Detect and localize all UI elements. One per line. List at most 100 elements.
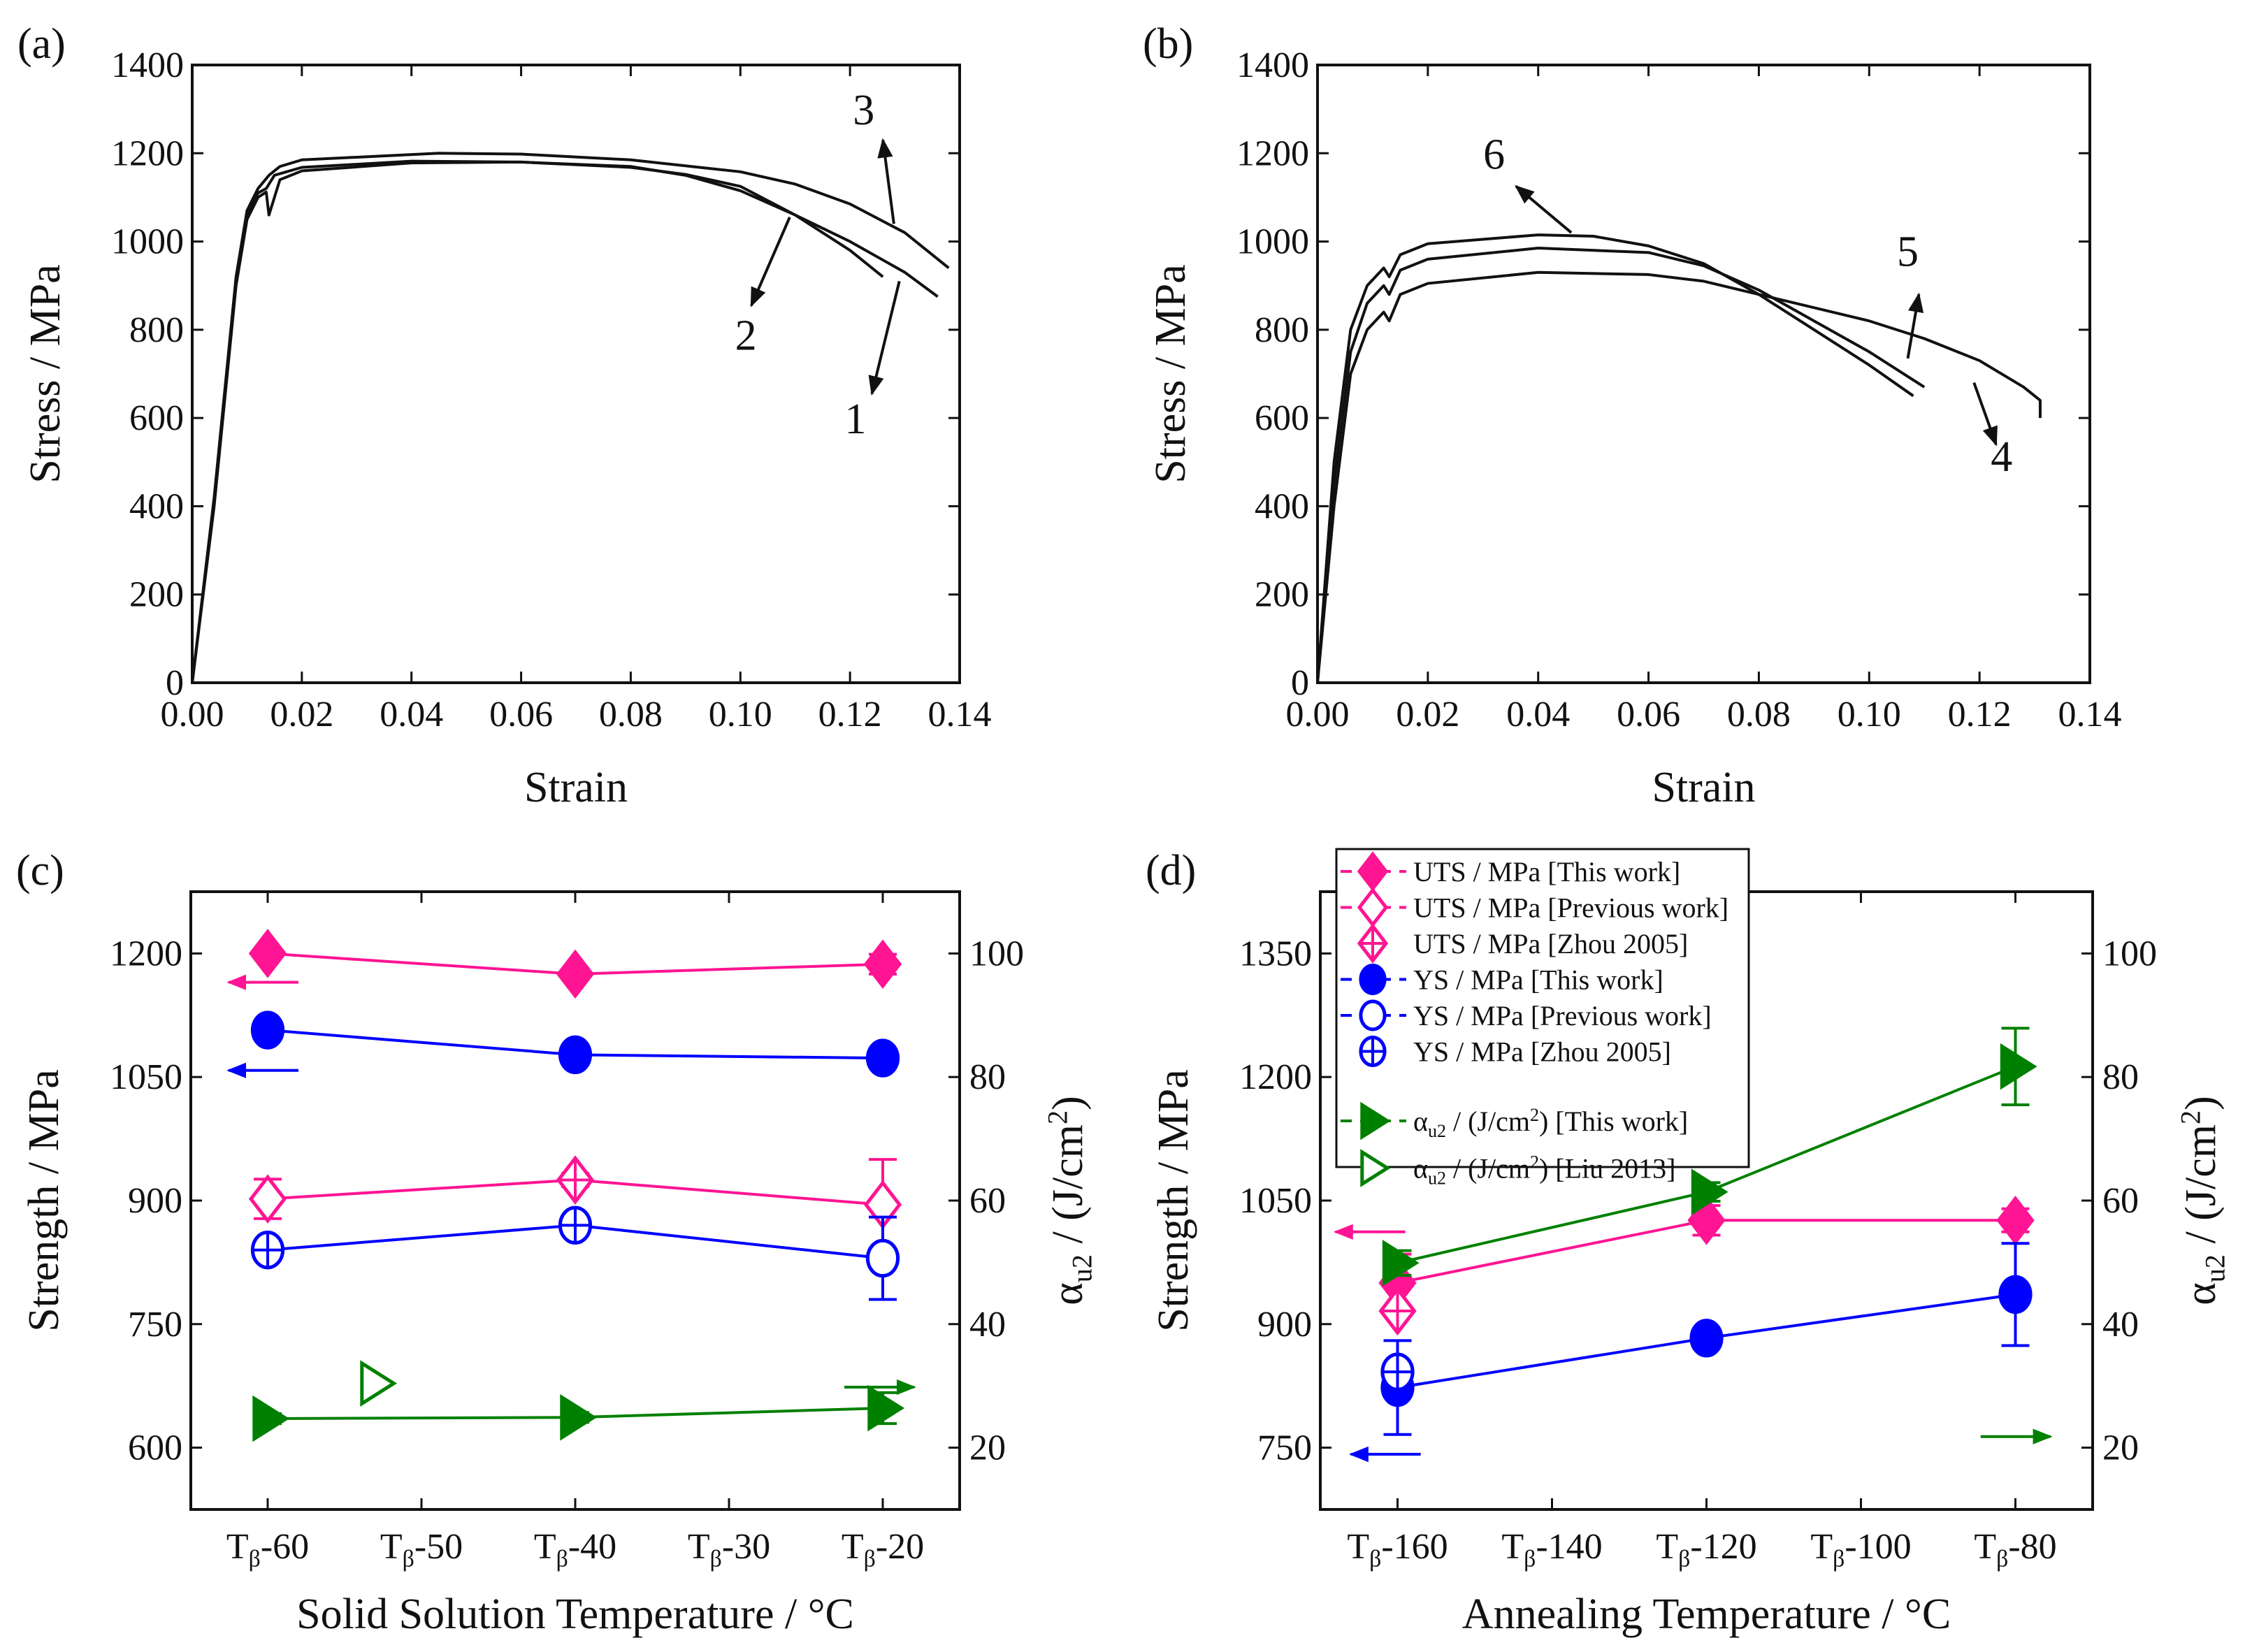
data-point [360, 1360, 398, 1407]
text-part: UTS / MPa [Zhou 2005] [1413, 928, 1688, 959]
x-tick-label: Tβ-120 [1656, 1527, 1756, 1572]
text-part: 2 [2174, 1110, 2206, 1124]
y-tick-label: 1000 [1236, 222, 1309, 262]
y-axis-label: Stress / MPa [22, 264, 69, 483]
series [1378, 1195, 2035, 1314]
marker-cross [560, 1208, 591, 1242]
text-part: ) [1044, 1096, 1092, 1110]
x-tick-label: Tβ-50 [380, 1527, 463, 1572]
x-tick-label: 0.10 [1838, 695, 1901, 734]
x-tick-label: 0.08 [599, 695, 663, 734]
panel-c: (c)Tβ-60 Tβ-50 Tβ-40 Tβ-30 Tβ-20600750900105… [16, 847, 1098, 1638]
text-part: α [1044, 1282, 1092, 1305]
data-point [1996, 1195, 2035, 1245]
x-tick-label: Tβ-60 [226, 1527, 309, 1572]
x-tick-label: 0.06 [1617, 695, 1680, 734]
x-axis-label: Solid Solution Temperature / °C [296, 1591, 854, 1638]
y-tick-label: 400 [129, 486, 184, 526]
data-point [865, 1238, 900, 1278]
y-tick-label: 1000 [111, 222, 184, 262]
legend-label: YS / MPa [Previous work] [1413, 1000, 1712, 1031]
curve-label: 1 [844, 396, 866, 443]
legend-label: αu2 / (J/cm2) [This work] [1413, 1105, 1688, 1141]
legend-item: αu2 / (J/cm2) [This work] [1341, 1101, 1688, 1141]
data-point [1998, 1275, 2033, 1314]
text-part: T [1656, 1527, 1678, 1567]
curve-label: 2 [735, 312, 757, 359]
text-part: β [1678, 1546, 1690, 1572]
data-point [252, 1395, 290, 1442]
legend-label: UTS / MPa [Zhou 2005] [1413, 928, 1688, 959]
plot-frame [1316, 64, 2091, 684]
y2-tick-label: 40 [2102, 1305, 2139, 1345]
y-tick-label: 800 [1255, 310, 1309, 350]
legend-item: YS / MPa [Previous work] [1341, 999, 1712, 1031]
y-tick-label: 600 [1255, 398, 1309, 438]
text-part: / (J/cm [1446, 1106, 1530, 1137]
y-tick-label: 900 [128, 1181, 182, 1221]
y2-tick-label: 20 [969, 1428, 1006, 1468]
x-tick-label: 0.10 [709, 695, 772, 734]
legend-label: YS / MPa [Zhou 2005] [1413, 1036, 1671, 1068]
legend-item: αu2 / (J/cm2) [Liu 2013] [1360, 1149, 1675, 1188]
y2-tick-label: 100 [969, 934, 1024, 973]
x-axis-label: Strain [524, 764, 628, 811]
series [1380, 1242, 2033, 1436]
x-tick-label: 0.12 [818, 695, 882, 734]
x-tick-label: Tβ-20 [842, 1527, 924, 1572]
text-part: u2 [1428, 1121, 1446, 1141]
data-point [248, 1174, 287, 1224]
data-point [250, 1010, 285, 1050]
y2-tick-label: 20 [2102, 1428, 2139, 1468]
x-tick-label: 0.06 [489, 695, 553, 734]
x-tick-label: Tβ-140 [1501, 1527, 1602, 1572]
legend-label: YS / MPa [This work] [1413, 964, 1663, 996]
y-tick-label: 800 [129, 310, 184, 350]
text-part: -100 [1845, 1527, 1911, 1567]
text-part: β [864, 1546, 876, 1572]
data-point [1689, 1319, 1724, 1358]
series [252, 1384, 905, 1442]
x-tick-label: 0.02 [1396, 695, 1459, 734]
x-axis-label: Annealing Temperature / °C [1462, 1591, 1951, 1638]
annotation-arrow [1514, 184, 1573, 234]
text-part: -20 [876, 1527, 924, 1567]
legend-box [1335, 848, 1750, 1168]
text-part: 2 [1530, 1105, 1539, 1125]
text-part: β [1996, 1546, 2008, 1572]
data-point [558, 1035, 593, 1075]
panel-a: (a) 0.00 0.02 0.04 0.06 0.08 0.10 0.12 0.14 0 200 4… [17, 20, 992, 811]
y-tick-label: 1200 [1239, 1057, 1312, 1097]
y2-axis-label: αu2 / (J/cm2) [1041, 1096, 1097, 1305]
text-part: T [1347, 1527, 1369, 1567]
y-tick-label: 900 [1257, 1305, 1312, 1345]
curve-5 [1316, 247, 1926, 683]
series [248, 1155, 902, 1252]
text-part: T [1810, 1527, 1833, 1567]
y-tick-label: 750 [1257, 1428, 1312, 1468]
curve-3 [191, 152, 950, 683]
x-tick-label: 0.14 [2058, 695, 2122, 734]
data-point [560, 1393, 598, 1441]
legend-marker [1360, 1101, 1391, 1140]
annotation-arrow [750, 217, 791, 307]
x-axis-label: Strain [1652, 764, 1755, 811]
x-tick-label: Tβ-160 [1347, 1527, 1448, 1572]
panel-label: (b) [1143, 20, 1193, 68]
text-part: -140 [1536, 1527, 1602, 1567]
text-part: / (J/cm [1446, 1153, 1530, 1184]
text-part: -160 [1381, 1527, 1448, 1567]
curve-label: 3 [853, 87, 874, 134]
x-tick-label: Tβ-100 [1810, 1527, 1911, 1572]
marker-cross [558, 1158, 592, 1202]
y-tick-label: 750 [128, 1305, 182, 1345]
text-part: UTS / MPa [This work] [1413, 856, 1680, 887]
y-tick-label: 400 [1255, 486, 1309, 526]
marker-cross [252, 1233, 283, 1267]
text-part: β [1524, 1546, 1536, 1572]
data-point [863, 939, 902, 990]
text-part: u2 [2200, 1254, 2231, 1282]
annotation-arrow [1972, 382, 1998, 447]
text-part: -50 [414, 1527, 463, 1567]
y2-tick-label: 60 [969, 1181, 1006, 1221]
